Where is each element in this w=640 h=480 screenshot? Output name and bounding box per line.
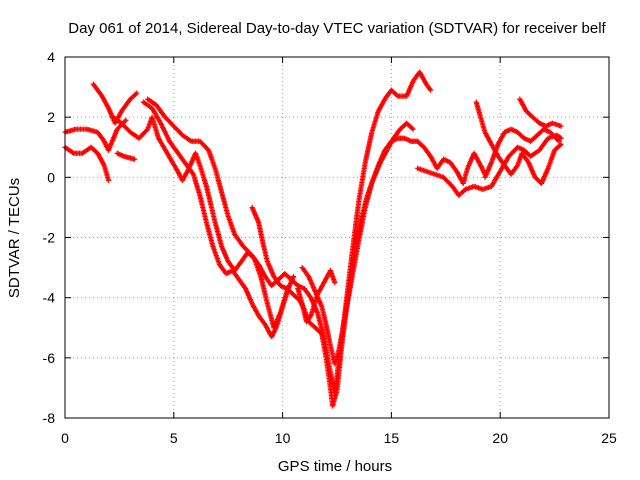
x-axis-label: GPS time / hours <box>278 458 392 475</box>
x-tick-label: 0 <box>61 430 69 446</box>
series-track-3 <box>114 150 138 162</box>
data-points <box>62 69 564 409</box>
data-point <box>134 90 140 96</box>
data-point <box>556 138 562 144</box>
y-tick-label: 4 <box>47 49 55 65</box>
data-point <box>558 135 564 141</box>
x-tick-label: 15 <box>384 430 400 446</box>
data-point <box>144 127 150 133</box>
y-tick-label: -2 <box>43 230 56 246</box>
data-point <box>290 274 297 280</box>
x-tick-label: 5 <box>170 430 178 446</box>
data-point <box>286 283 292 289</box>
data-point <box>558 123 564 129</box>
data-point <box>132 156 138 162</box>
data-point <box>123 117 129 123</box>
data-point <box>105 177 112 183</box>
x-tick-label: 20 <box>492 430 508 446</box>
data-point <box>409 125 415 131</box>
data-point <box>557 142 563 148</box>
y-tick-label: -6 <box>43 350 56 366</box>
series-track-10 <box>295 267 338 325</box>
x-tick-label: 10 <box>275 430 291 446</box>
y-tick-label: -4 <box>43 290 56 306</box>
y-tick-label: -8 <box>43 410 56 426</box>
y-axis-label: SDTVAR / TECUs <box>6 178 23 298</box>
x-tick-label: 25 <box>601 430 617 446</box>
series-track-14 <box>517 96 564 129</box>
data-point <box>394 92 400 98</box>
data-point <box>204 146 211 152</box>
chart-title: Day 061 of 2014, Sidereal Day-to-day VTE… <box>68 20 606 37</box>
data-point <box>133 91 139 97</box>
data-point <box>557 134 563 141</box>
series-track-6 <box>140 99 292 340</box>
data-point <box>427 87 434 93</box>
series-track-13 <box>482 126 562 180</box>
data-point <box>122 118 128 124</box>
y-tick-label: 0 <box>47 169 55 185</box>
data-point <box>558 141 564 147</box>
series-track-9 <box>299 135 488 367</box>
axis-ticks: 0 5 10 15 20 25 -8 -6 -4 -2 0 2 4 <box>43 49 617 446</box>
data-point <box>555 137 561 143</box>
series-track-2 <box>62 144 112 183</box>
data-point <box>410 126 416 132</box>
y-tick-label: 2 <box>47 109 55 125</box>
data-point <box>332 280 338 286</box>
